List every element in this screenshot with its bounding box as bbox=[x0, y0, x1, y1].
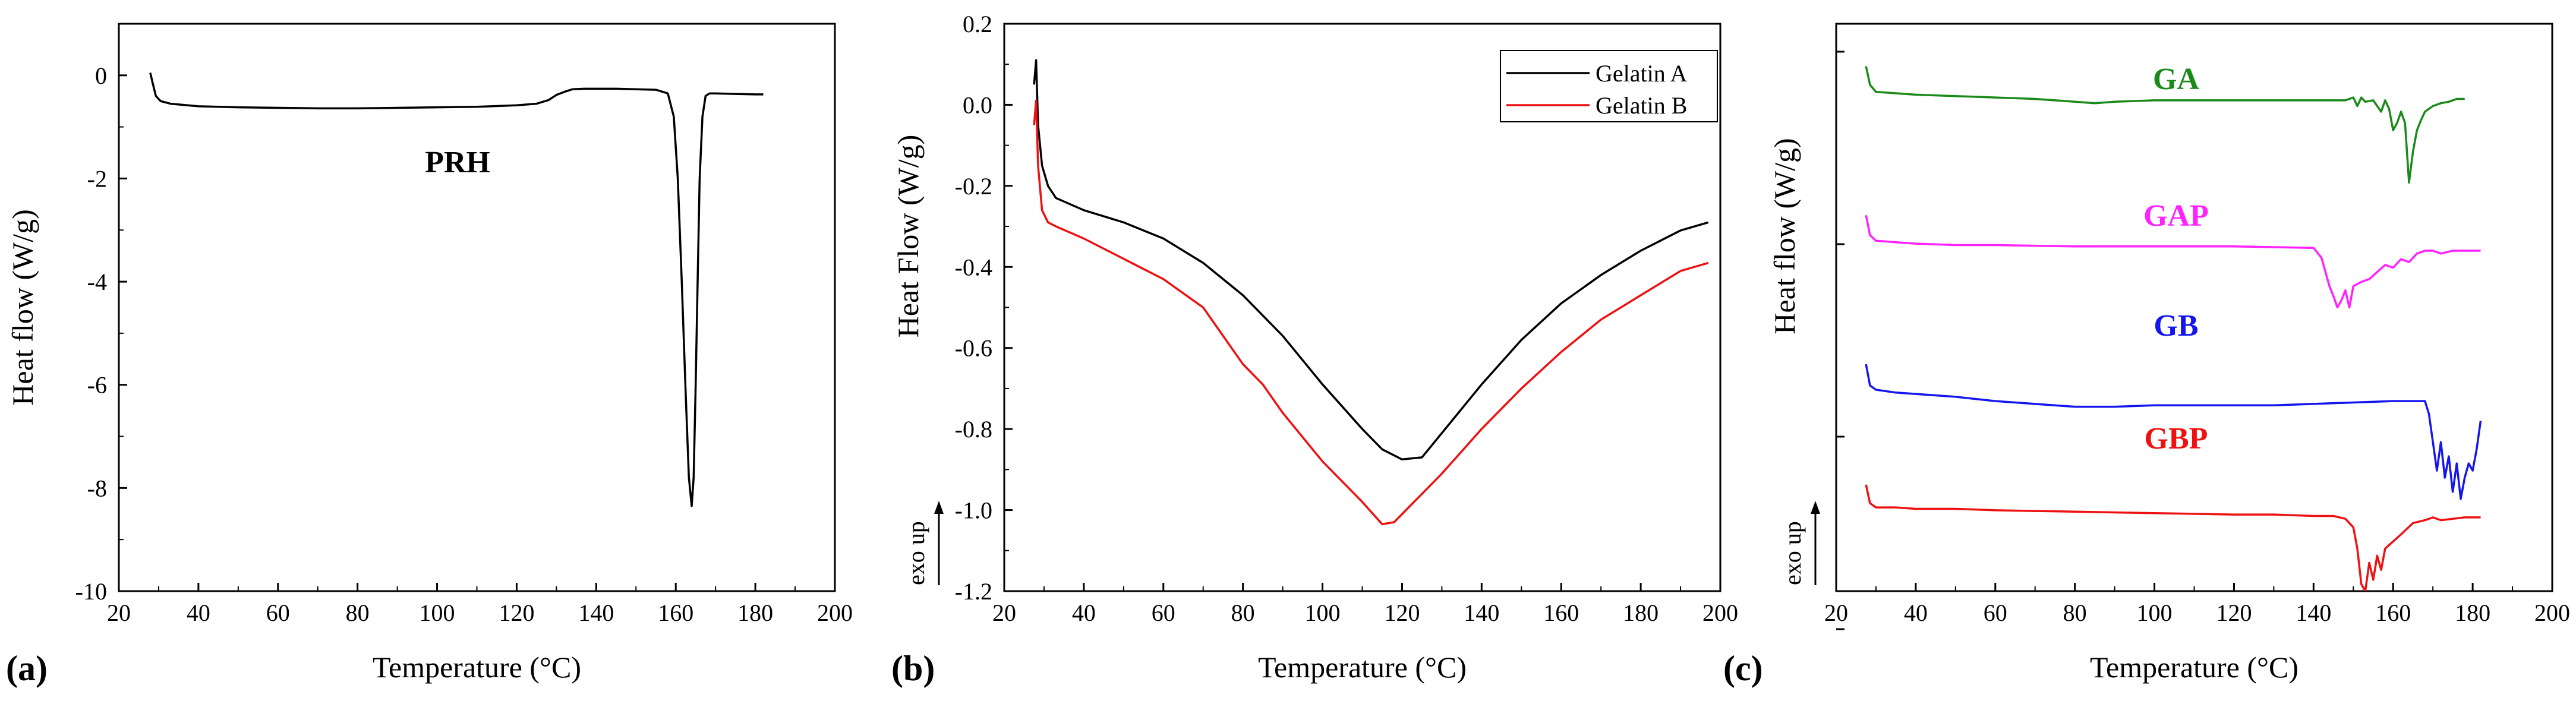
y-tick-label: 0.0 bbox=[963, 91, 992, 118]
y-axis-label: Heat flow (W/g) bbox=[1768, 138, 1801, 334]
x-tick-label: 140 bbox=[1464, 599, 1499, 626]
x-axis-label: Temperature (°C) bbox=[2090, 651, 2298, 684]
x-tick-label: 40 bbox=[187, 599, 210, 626]
x-tick-label: 120 bbox=[499, 599, 534, 626]
x-tick-label: 200 bbox=[2534, 599, 2570, 626]
exo-up-label: exo up bbox=[1779, 521, 1806, 585]
x-tick-label: 160 bbox=[658, 599, 693, 626]
panel-a: 20 40 60 80 100 120 140 160 180 200 0 -2 -4 -6 -8 -10 Te… bbox=[6, 23, 853, 688]
y-tick-label: -0.4 bbox=[955, 254, 992, 280]
plot-frame bbox=[118, 23, 836, 592]
y-tick-label: -2 bbox=[87, 165, 107, 192]
y-axis-label: Heat Flow (W/g) bbox=[891, 135, 925, 338]
series-annotation-ga: GA bbox=[2153, 62, 2199, 96]
y-tick-label: 0.2 bbox=[963, 11, 992, 37]
annotation-label: PRH bbox=[425, 146, 490, 179]
series-line-ga bbox=[1865, 66, 2465, 184]
x-tick-label: 160 bbox=[1543, 599, 1579, 626]
x-axis-label: Temperature (°C) bbox=[373, 651, 581, 684]
x-tick-label: 100 bbox=[1305, 599, 1341, 626]
x-tick-label: 140 bbox=[2296, 599, 2331, 626]
x-tick-label: 120 bbox=[2216, 599, 2252, 626]
x-tick-label: 60 bbox=[266, 599, 290, 626]
panel-label: (a) bbox=[6, 649, 48, 688]
series-annotation-gap: GAP bbox=[2143, 199, 2209, 233]
y-tick-label: -0.8 bbox=[955, 416, 992, 443]
x-tick-label: 40 bbox=[1904, 599, 1928, 626]
x-tick-label: 160 bbox=[2375, 599, 2411, 626]
exo-up-arrow-head bbox=[1811, 501, 1820, 514]
y-tick-label: 0 bbox=[95, 62, 107, 89]
series-line-prh bbox=[149, 72, 764, 507]
panel-label: (b) bbox=[891, 649, 935, 688]
x-tick-label: 200 bbox=[817, 599, 853, 626]
legend-box bbox=[1500, 50, 1718, 122]
y-tick-label: -10 bbox=[75, 578, 107, 605]
x-tick-label: 20 bbox=[107, 599, 131, 626]
y-tick-label: -6 bbox=[87, 372, 107, 399]
series-annotation-gbp: GBP bbox=[2145, 422, 2208, 456]
x-tick-label: 80 bbox=[346, 599, 370, 626]
panel-label: (c) bbox=[1723, 649, 1763, 688]
series-line-gap bbox=[1865, 214, 2481, 309]
series-line-gelatin-b bbox=[1033, 99, 1709, 526]
x-tick-label: 40 bbox=[1072, 599, 1096, 626]
x-tick-label: 200 bbox=[1702, 599, 1738, 626]
y-tick-label: -0.6 bbox=[955, 335, 992, 362]
series-line-gb bbox=[1865, 364, 2482, 500]
x-tick-label: 20 bbox=[992, 599, 1016, 626]
x-tick-label: 60 bbox=[1152, 599, 1175, 626]
x-tick-label: 180 bbox=[737, 599, 773, 626]
y-tick-label: -1.0 bbox=[955, 497, 992, 524]
series-line-gbp bbox=[1865, 484, 2481, 591]
series-line-gelatin-a bbox=[1033, 59, 1709, 461]
y-tick-label: -4 bbox=[87, 269, 107, 295]
panel-c: 20 40 60 80 100 120 140 160 180 200 Temperature (°… bbox=[1723, 23, 2570, 688]
x-axis-label: Temperature (°C) bbox=[1258, 651, 1467, 684]
y-tick-label: -0.2 bbox=[955, 173, 992, 200]
x-tick-label: 80 bbox=[2063, 599, 2087, 626]
legend-entry: Gelatin B bbox=[1596, 92, 1687, 119]
exo-up-arrow-head bbox=[934, 501, 944, 514]
x-tick-label: 140 bbox=[578, 599, 614, 626]
y-tick-label: -8 bbox=[87, 475, 107, 501]
exo-up-label: exo up bbox=[903, 521, 929, 585]
x-tick-label: 80 bbox=[1231, 599, 1255, 626]
panel-b: 20 40 60 80 100 120 140 160 180 200 0.2 0.0 -0.2 -0.4… bbox=[891, 11, 1738, 688]
x-tick-label: 60 bbox=[1984, 599, 2007, 626]
x-tick-label: 180 bbox=[2455, 599, 2490, 626]
plot-frame bbox=[1835, 23, 2553, 592]
legend-entry: Gelatin A bbox=[1596, 60, 1688, 87]
x-tick-label: 100 bbox=[420, 599, 455, 626]
y-axis-label: Heat flow (W/g) bbox=[6, 209, 39, 405]
x-tick-label: 100 bbox=[2137, 599, 2173, 626]
series-annotation-gb: GB bbox=[2154, 309, 2198, 343]
x-tick-label: 180 bbox=[1623, 599, 1659, 626]
y-tick-label: -1.2 bbox=[955, 578, 992, 605]
x-tick-label: 120 bbox=[1384, 599, 1420, 626]
x-tick-label: 20 bbox=[1824, 599, 1848, 626]
